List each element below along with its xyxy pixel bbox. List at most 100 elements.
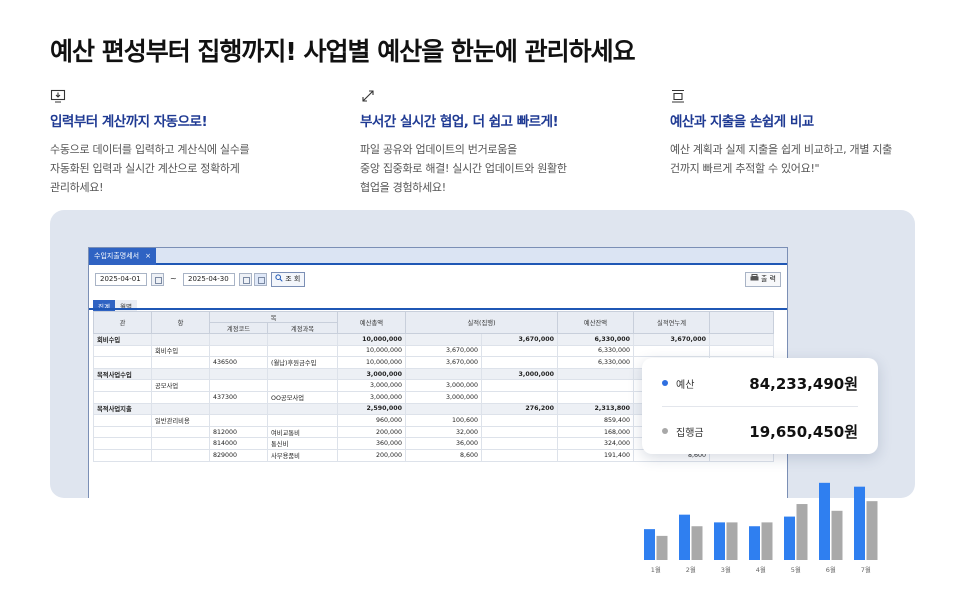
x-tick-label: 7월 (861, 565, 871, 574)
print-button[interactable]: 출 력 (744, 272, 781, 287)
table-cell-budget: 10,000,000 (337, 333, 407, 346)
table-cell-hang (151, 437, 210, 450)
header-gwan: 관 (93, 311, 152, 334)
table-cell-budget: 2,590,000 (337, 402, 407, 416)
table-cell-actual1: 3,000,000 (405, 390, 483, 404)
table-cell-actual1 (405, 367, 483, 381)
bar-5월-series-2 (796, 504, 808, 560)
table-cell-name: 사무용품비 (266, 448, 339, 462)
table-cell-name (266, 414, 339, 427)
table-cell-name (266, 367, 339, 381)
header-actual-cumulative: 실적연누계 (633, 311, 711, 334)
table-cell-actual1 (405, 333, 483, 346)
feature-description: 예산 계획과 실제 지출을 쉽게 비교하고, 개별 지출 건까지 빠르게 추적할 … (670, 143, 892, 175)
table-cell-gwan: 목적사업지출 (93, 402, 152, 416)
table-cell-gwan (93, 448, 152, 462)
table-cell-cum (633, 344, 711, 358)
table-cell-hang: 일반관리비용 (151, 414, 210, 427)
table-cell-gwan (93, 379, 152, 392)
calendar-icon[interactable] (239, 273, 252, 286)
x-tick-label: 1월 (651, 565, 661, 574)
table-cell-actual1: 3,670,000 (405, 344, 483, 358)
table-cell-name (266, 344, 339, 358)
x-tick-label: 5월 (791, 565, 801, 574)
date-to-field[interactable]: 2025-04-30 (183, 273, 235, 286)
calendar-icon[interactable] (151, 273, 164, 286)
table-cell-budget: 10,000,000 (337, 356, 407, 369)
table-cell-budget: 360,000 (337, 437, 407, 450)
table-cell-actual2 (481, 425, 559, 439)
table-cell-gwan: 목적사업수입 (93, 367, 152, 381)
table-cell-code (209, 344, 268, 358)
bar-4월-series-2 (761, 522, 773, 560)
table-cell-cum: 3,670,000 (633, 333, 711, 346)
bar-7월-series-2 (866, 501, 878, 560)
feature-compare: 예산과 지출을 손쉽게 비교 예산 계획과 실제 지출을 쉽게 비교하고, 개별… (670, 88, 950, 178)
bar-7월-series-1 (854, 486, 865, 560)
execution-label: 집행금 (676, 428, 704, 439)
monthly-bar-chart: 1월 2월 3월 4월 5월 6월 7월 (644, 482, 878, 574)
tab-monthly[interactable]: 월별 (114, 300, 137, 314)
header-budget-balance: 예산잔액 (557, 311, 635, 334)
search-button[interactable]: 조 회 (271, 272, 306, 287)
bar-2월-series-1 (679, 514, 690, 560)
bar-4월-series-1 (749, 526, 760, 560)
table-cell-gwan (93, 414, 152, 427)
table-cell-name: 통신비 (266, 437, 339, 450)
search-icon (275, 274, 283, 282)
budget-summary-row: 예산 84,233,490원 (662, 373, 858, 393)
summary-card: 예산 84,233,490원 집행금 19,650,450원 (642, 358, 878, 454)
x-tick-label: 6월 (826, 565, 836, 574)
bar-3월-series-2 (726, 522, 738, 560)
table-cell-balance: 859,400 (557, 414, 635, 427)
table-cell-hang (151, 333, 210, 346)
table-cell-code (209, 379, 268, 392)
table-cell-actual1: 3,000,000 (405, 379, 483, 392)
x-tick-label: 4월 (756, 565, 766, 574)
window-tabbar: 수입지출명세서 × (89, 248, 787, 265)
table-cell-actual2 (481, 414, 559, 427)
x-tick-label: 3월 (721, 565, 731, 574)
table-cell-code (209, 367, 268, 381)
table-cell-balance: 6,330,000 (557, 356, 635, 369)
table-cell-actual2 (481, 437, 559, 450)
table-cell-name (266, 379, 339, 392)
legend-dot-budget (662, 380, 668, 386)
table-cell-budget: 3,000,000 (337, 367, 407, 381)
tab-statement[interactable]: 수입지출명세서 × (89, 248, 156, 265)
card-divider (662, 406, 858, 407)
bar-6월-series-1 (819, 482, 830, 560)
table-cell-actual2 (481, 379, 559, 392)
table-cell-code: 437300 (209, 390, 268, 404)
table-cell-name: OO공모사업 (266, 390, 339, 404)
calendar-grid-icon[interactable] (254, 273, 267, 286)
header-hang: 항 (151, 311, 210, 334)
table-cell-balance (557, 379, 635, 392)
table-cell-budget: 200,000 (337, 425, 407, 439)
close-icon[interactable]: × (145, 252, 151, 260)
feature-auto-input: 입력부터 계산까지 자동으로! 수동으로 데이터를 입력하고 계산식에 실수를 자… (50, 88, 330, 197)
tab-summary[interactable]: 집계 (93, 300, 115, 314)
table-cell-name: (월납)후원금수입 (266, 356, 339, 369)
table-cell-hang (151, 367, 210, 381)
feature-title: 부서간 실시간 협업, 더 쉽고 빠르게! (360, 114, 559, 130)
date-from-field[interactable]: 2025-04-01 (95, 273, 147, 286)
table-cell-actual1: 8,600 (405, 448, 483, 462)
table-cell-actual2 (481, 356, 559, 369)
table-cell-code: 812000 (209, 425, 268, 439)
sync-arrows-icon (362, 90, 374, 102)
table-cell-hang: 공모사업 (151, 379, 210, 392)
table-cell-actual2 (481, 344, 559, 358)
table-cell-hang (151, 448, 210, 462)
table-cell-name (266, 402, 339, 416)
x-tick-label: 2월 (686, 565, 696, 574)
table-cell-hang (151, 356, 210, 369)
header-mok: 목 (208, 311, 339, 323)
feature-description: 파일 공유와 업데이트의 번거로움을 중앙 집중화로 해결! 실시간 업데이트와 … (360, 143, 567, 194)
table-row[interactable]: 회비수입 10,000,000 3,670,000 6,330,000 (93, 344, 775, 358)
table-cell-balance: 6,330,000 (557, 333, 635, 346)
legend-dot-execution (662, 428, 668, 434)
table-cell-actual1: 36,000 (405, 437, 483, 450)
table-subtotal-row[interactable]: 회비수입 10,000,000 3,670,000 6,330,000 3,670,00… (93, 333, 775, 346)
feature-description: 수동으로 데이터를 입력하고 계산식에 실수를 자동화된 입력과 실시간 계산으로… (50, 143, 250, 194)
